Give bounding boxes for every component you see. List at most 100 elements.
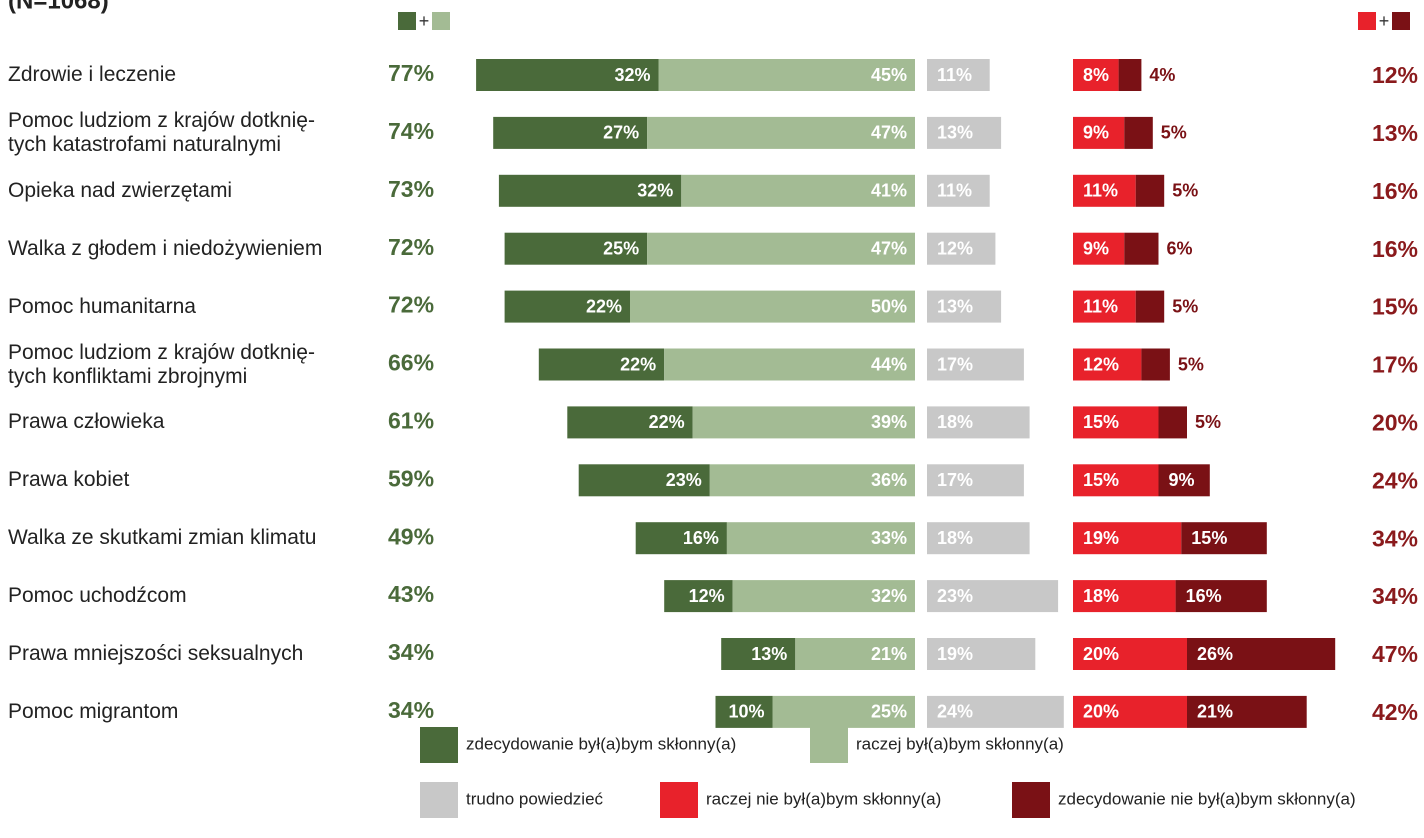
- bar-segment: [927, 290, 1002, 323]
- total-label: 66%: [388, 350, 434, 376]
- total-label: 59%: [388, 465, 434, 491]
- value-label: 11%: [1083, 181, 1118, 201]
- value-label: 24%: [937, 702, 973, 722]
- legend-label: raczej nie był(a)bym skłonny(a): [706, 789, 941, 808]
- value-label: 12%: [689, 586, 725, 606]
- bar-segment: [927, 348, 1024, 381]
- bar-segment: [927, 232, 996, 265]
- category-label: Pomoc humanitarna: [8, 294, 196, 318]
- bar-segment: [1181, 522, 1267, 555]
- value-label: 47%: [871, 123, 907, 143]
- legend-swatch: [1392, 12, 1410, 30]
- bar-segment: [664, 580, 733, 613]
- legend-label: trudno powiedzieć: [466, 789, 604, 808]
- value-label: 10%: [728, 702, 764, 722]
- total-label: 74%: [388, 118, 434, 144]
- value-label: 8%: [1083, 65, 1109, 85]
- bar-segment: [1073, 116, 1125, 149]
- bar-segment: [927, 580, 1059, 613]
- bar-segment: [647, 116, 915, 149]
- value-label: 11%: [937, 65, 972, 85]
- legend-label: zdecydowanie był(a)bym skłonny(a): [466, 734, 736, 753]
- total-label: 17%: [1372, 352, 1418, 378]
- bar-segment: [795, 638, 915, 670]
- total-label: 34%: [388, 639, 434, 665]
- value-label: 27%: [603, 123, 639, 143]
- value-label: 50%: [871, 296, 907, 316]
- value-label: 5%: [1172, 181, 1198, 201]
- value-label: 20%: [1083, 702, 1119, 722]
- value-label: 22%: [620, 354, 656, 374]
- legend-swatch: [432, 12, 450, 30]
- value-label: 45%: [871, 65, 907, 85]
- category-label: Pomoc ludziom z krajów dotknię- tych kon…: [8, 340, 315, 388]
- value-label: 12%: [937, 238, 973, 258]
- legend-swatch: [398, 12, 416, 30]
- value-label: 17%: [937, 470, 973, 490]
- bar-segment: [504, 290, 630, 323]
- bar-segment: [1073, 59, 1119, 91]
- value-label: 32%: [637, 181, 673, 201]
- category-label: Prawa kobiet: [8, 468, 130, 492]
- bar-segment: [1135, 174, 1165, 207]
- value-label: 33%: [871, 528, 907, 548]
- bar-segment: [927, 59, 990, 91]
- total-label: 13%: [1372, 120, 1418, 146]
- legend-swatch: [420, 727, 458, 763]
- bar-segment: [721, 638, 796, 670]
- legend-swatch: [810, 727, 848, 763]
- bar-segment: [658, 59, 915, 91]
- value-label: 16%: [683, 528, 719, 548]
- bar-segment: [692, 406, 915, 439]
- total-label: 12%: [1372, 62, 1418, 88]
- total-label: 42%: [1372, 699, 1418, 725]
- value-label: 19%: [1083, 528, 1119, 548]
- bar-segment: [772, 695, 915, 728]
- total-label: 72%: [388, 234, 434, 260]
- bar-segment: [498, 174, 682, 207]
- category-label: Walka ze skutkami zmian klimatu: [8, 526, 317, 550]
- bar-segment: [567, 406, 693, 439]
- total-label: 34%: [388, 697, 434, 723]
- value-label: 32%: [871, 586, 907, 606]
- value-label: 5%: [1195, 412, 1221, 432]
- bar-segment: [927, 695, 1064, 728]
- bar-segment: [927, 464, 1024, 497]
- bar-segment: [1124, 116, 1153, 149]
- category-label: Prawa mniejszości seksualnych: [8, 642, 304, 665]
- value-label: 22%: [649, 412, 685, 432]
- value-label: 6%: [1167, 238, 1193, 258]
- bar-segment: [635, 522, 727, 555]
- value-label: 20%: [1083, 644, 1119, 664]
- category-label: Pomoc ludziom z krajów dotknię- tych kat…: [8, 108, 315, 156]
- bar-segment: [1073, 580, 1176, 613]
- category-label: Pomoc uchodźcom: [8, 584, 187, 608]
- value-label: 18%: [1083, 586, 1119, 606]
- bar-segment: [1187, 638, 1336, 670]
- value-label: 23%: [937, 586, 973, 606]
- total-label: 24%: [1372, 467, 1418, 493]
- total-label: 34%: [1372, 525, 1418, 551]
- bar-segment: [504, 232, 648, 265]
- total-label: 72%: [388, 292, 434, 318]
- bar-segment: [1073, 638, 1187, 670]
- value-label: 44%: [871, 354, 907, 374]
- value-label: 16%: [1186, 586, 1222, 606]
- category-label: Zdrowie i leczenie: [8, 63, 177, 86]
- value-label: 21%: [871, 644, 907, 664]
- total-label: 61%: [388, 407, 434, 433]
- bar-segment: [1073, 290, 1136, 323]
- total-label: 47%: [1372, 641, 1418, 667]
- value-label: 5%: [1178, 354, 1204, 374]
- value-label: 11%: [937, 181, 972, 201]
- value-label: 15%: [1083, 412, 1119, 432]
- value-label: 36%: [871, 470, 907, 490]
- subtitle: (N=1068): [8, 0, 109, 14]
- total-label: 16%: [1372, 236, 1418, 262]
- value-label: 12%: [1083, 354, 1119, 374]
- bar-segment: [1124, 232, 1159, 265]
- total-label: 20%: [1372, 409, 1418, 435]
- value-label: 15%: [1191, 528, 1227, 548]
- value-label: 5%: [1172, 296, 1198, 316]
